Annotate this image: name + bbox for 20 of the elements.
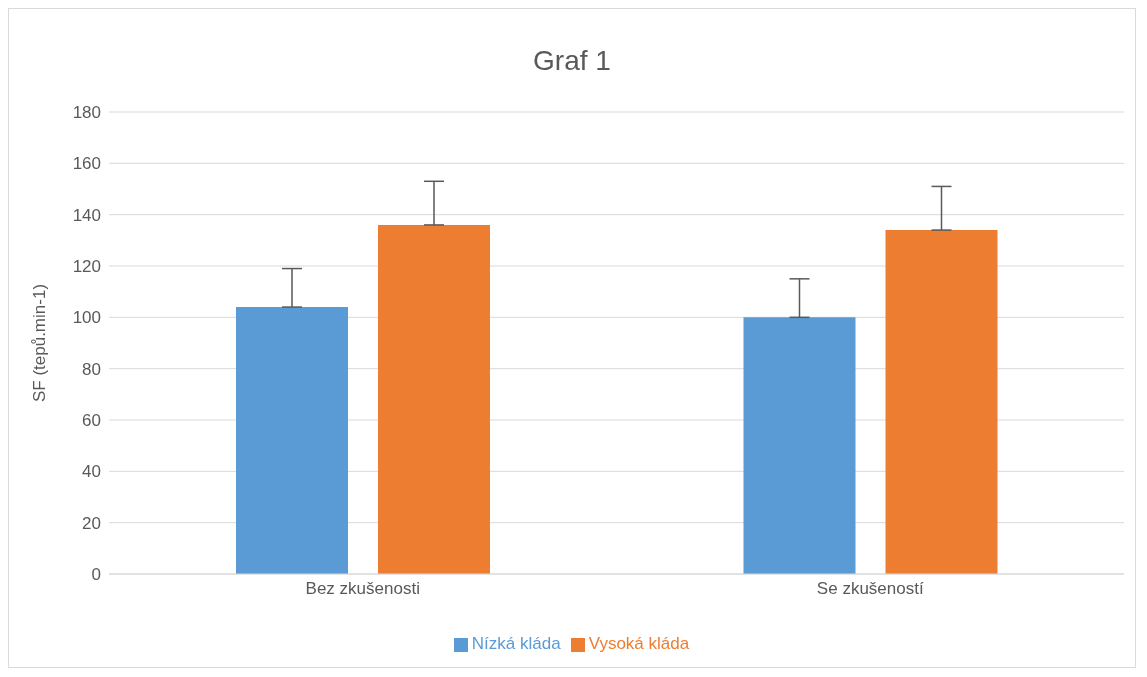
- x-tick-label: Bez zkušenosti: [305, 579, 420, 599]
- bar: [378, 224, 490, 574]
- chart-title: Graf 1: [532, 45, 612, 77]
- bar: [743, 317, 856, 574]
- y-tick-label: 160: [72, 154, 101, 174]
- legend-label: Nízká kláda: [471, 634, 561, 653]
- y-tick-label: 60: [82, 411, 101, 431]
- y-tick-label: 40: [82, 462, 101, 482]
- y-tick-label: 100: [72, 308, 101, 328]
- bar: [885, 230, 998, 574]
- y-tick-label: 120: [72, 257, 101, 277]
- x-tick-label: Se zkušeností: [816, 579, 924, 599]
- y-tick-label: 20: [82, 513, 101, 533]
- legend-label: Vysoká kláda: [588, 634, 690, 653]
- y-tick-label: 140: [72, 205, 101, 225]
- bar: [236, 307, 348, 574]
- y-tick-label: 180: [72, 103, 101, 123]
- y-tick-label: 80: [82, 359, 101, 379]
- y-tick-label: 0: [91, 565, 101, 585]
- y-axis-title: SF (tepů.min-1): [30, 283, 50, 403]
